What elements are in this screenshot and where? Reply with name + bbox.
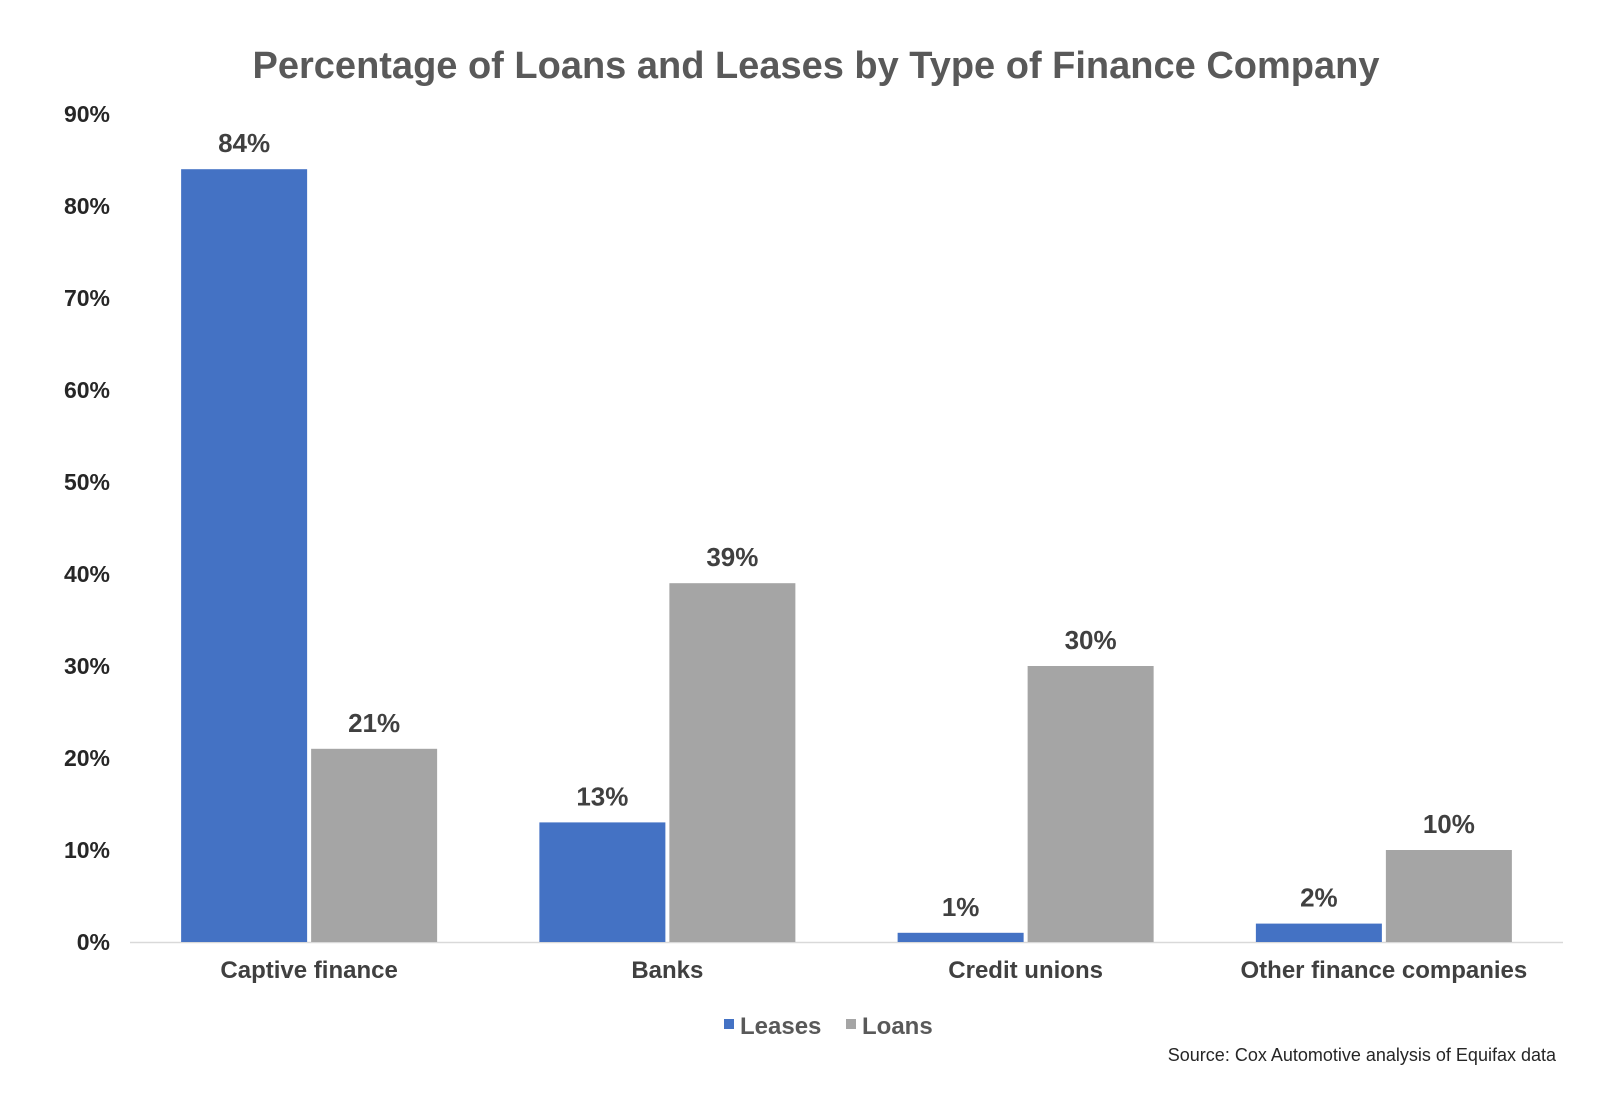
category-label: Other finance companies: [1241, 957, 1528, 984]
legend-label-loans: Loans: [862, 1013, 933, 1040]
legend-swatch-leases: [724, 1019, 734, 1029]
bars: [181, 169, 1512, 942]
data-label-loans: 21%: [348, 708, 400, 738]
bar-leases: [897, 932, 1024, 942]
legend-swatch-loans: [846, 1019, 856, 1029]
data-labels: 84% 21% 13% 39% 1% 30% 2% 10%: [218, 128, 1475, 922]
y-tick-label: 80%: [64, 193, 110, 219]
legend: Leases Loans: [724, 1013, 933, 1040]
y-tick-label: 10%: [64, 837, 110, 863]
data-label-loans: 10%: [1423, 809, 1475, 839]
y-tick-label: 90%: [64, 101, 110, 127]
bar-loans: [311, 748, 438, 942]
y-tick-label: 20%: [64, 745, 110, 771]
y-tick-label: 30%: [64, 653, 110, 679]
bar-loans: [669, 583, 796, 942]
data-label-leases: 2%: [1300, 883, 1338, 913]
data-label-loans: 30%: [1065, 625, 1117, 655]
data-label-loans: 39%: [706, 542, 758, 572]
y-tick-label: 0%: [77, 929, 110, 955]
bar-leases: [539, 822, 666, 942]
y-tick-label: 40%: [64, 561, 110, 587]
y-tick-label: 50%: [64, 469, 110, 495]
bar-loans: [1027, 666, 1154, 942]
data-label-leases: 13%: [576, 781, 628, 811]
legend-label-leases: Leases: [740, 1013, 821, 1040]
chart-title: Percentage of Loans and Leases by Type o…: [253, 45, 1380, 87]
source-note: Source: Cox Automotive analysis of Equif…: [1168, 1045, 1557, 1065]
y-tick-label: 70%: [64, 285, 110, 311]
x-axis-category-labels: Captive finance Banks Credit unions Other f…: [220, 957, 1527, 984]
bar-loans: [1385, 850, 1512, 942]
data-label-leases: 1%: [942, 892, 980, 922]
category-label: Credit unions: [948, 957, 1103, 984]
bar-leases: [1255, 923, 1382, 942]
y-tick-label: 60%: [64, 377, 110, 403]
y-axis-tick-labels: 0% 10% 20% 30% 40% 50% 60% 70% 80% 90%: [64, 101, 110, 955]
category-label: Banks: [631, 957, 703, 984]
data-label-leases: 84%: [218, 128, 270, 158]
bar-leases: [181, 169, 308, 942]
category-label: Captive finance: [220, 957, 397, 984]
